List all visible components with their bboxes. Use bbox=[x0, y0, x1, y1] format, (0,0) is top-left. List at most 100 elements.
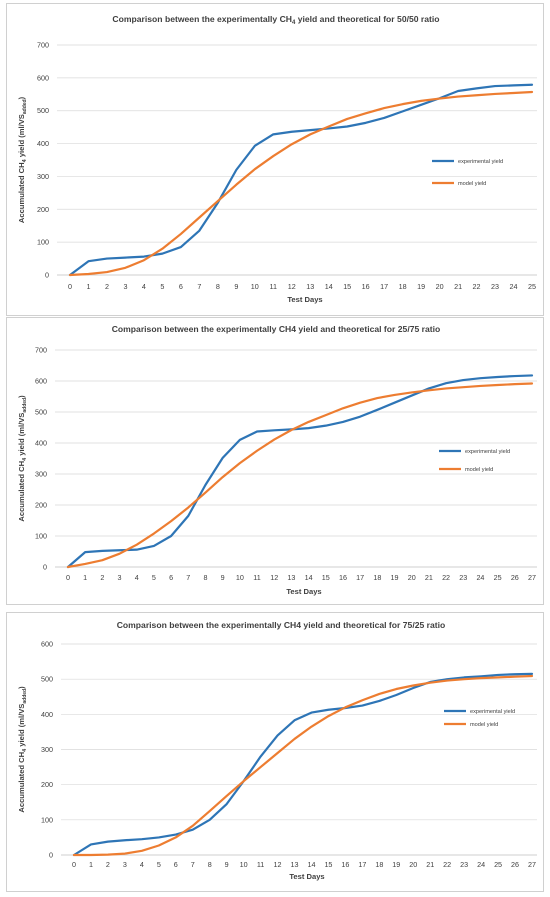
y-tick-label: 100 bbox=[35, 532, 47, 541]
x-tick-label: 3 bbox=[123, 860, 127, 869]
x-tick-label: 14 bbox=[305, 573, 313, 582]
y-tick-label: 100 bbox=[41, 815, 53, 824]
chart-panel-25-75: Comparison between the experimentally CH… bbox=[6, 317, 544, 605]
x-tick-label: 2 bbox=[105, 282, 109, 291]
x-tick-label: 25 bbox=[528, 282, 536, 291]
x-tick-label: 12 bbox=[270, 573, 278, 582]
x-tick-label: 13 bbox=[291, 860, 299, 869]
chart-panel-75-25: Comparison between the experimentally CH… bbox=[6, 612, 544, 892]
chart-25-75: Comparison between the experimentally CH… bbox=[17, 324, 537, 596]
x-tick-label: 23 bbox=[459, 573, 467, 582]
x-tick-label: 4 bbox=[135, 573, 139, 582]
y-tick-label: 500 bbox=[41, 675, 53, 684]
y-axis-title: Accumulated CH4 yield (ml/VSadded) bbox=[17, 686, 28, 813]
x-tick-label: 7 bbox=[186, 573, 190, 582]
y-axis-title-subscript: added bbox=[22, 398, 28, 413]
x-tick-label: 3 bbox=[118, 573, 122, 582]
y-tick-label: 300 bbox=[37, 172, 49, 181]
x-tick-label: 25 bbox=[494, 573, 502, 582]
x-tick-label: 19 bbox=[392, 860, 400, 869]
x-tick-label: 19 bbox=[391, 573, 399, 582]
x-tick-label: 5 bbox=[157, 860, 161, 869]
y-tick-label: 0 bbox=[45, 271, 49, 280]
y-tick-label: 400 bbox=[41, 710, 53, 719]
legend-label: model yield bbox=[465, 467, 493, 473]
chart-panel-50-50: Comparison between the experimentally CH… bbox=[6, 3, 544, 316]
x-tick-label: 12 bbox=[288, 282, 296, 291]
y-axis-title-text: Accumulated CH bbox=[17, 752, 26, 813]
x-tick-label: 5 bbox=[160, 282, 164, 291]
chart-title: Comparison between the experimentally CH… bbox=[112, 324, 441, 334]
x-tick-label: 15 bbox=[324, 860, 332, 869]
chart-75-25: Comparison between the experimentally CH… bbox=[17, 620, 537, 881]
x-tick-label: 25 bbox=[494, 860, 502, 869]
x-tick-label: 11 bbox=[270, 282, 277, 291]
y-tick-label: 200 bbox=[37, 205, 49, 214]
x-tick-label: 20 bbox=[408, 573, 416, 582]
x-tick-label: 22 bbox=[442, 573, 450, 582]
y-tick-label: 600 bbox=[35, 377, 47, 386]
y-tick-label: 300 bbox=[41, 745, 53, 754]
x-tick-label: 21 bbox=[425, 573, 433, 582]
x-tick-label: 3 bbox=[123, 282, 127, 291]
x-tick-label: 26 bbox=[511, 573, 519, 582]
x-tick-label: 5 bbox=[152, 573, 156, 582]
legend-label: experimental yield bbox=[470, 709, 515, 715]
y-axis-title-tail: ) bbox=[17, 395, 26, 398]
x-tick-label: 4 bbox=[142, 282, 146, 291]
x-tick-label: 8 bbox=[208, 860, 212, 869]
y-tick-label: 700 bbox=[37, 41, 49, 50]
chart-title: Comparison between the experimentally CH… bbox=[112, 14, 439, 26]
x-tick-label: 17 bbox=[358, 860, 366, 869]
chart-title-text: Comparison between the experimentally CH… bbox=[117, 620, 446, 630]
y-tick-label: 200 bbox=[35, 501, 47, 510]
x-tick-label: 14 bbox=[307, 860, 315, 869]
series-line-model bbox=[66, 382, 534, 569]
x-tick-label: 10 bbox=[251, 282, 259, 291]
chart-title-tail: yield and theoretical for 50/50 ratio bbox=[295, 14, 439, 24]
x-tick-label: 9 bbox=[221, 573, 225, 582]
legend-label: model yield bbox=[470, 722, 498, 728]
x-axis-title: Test Days bbox=[286, 587, 321, 596]
y-axis-title-subscript: 4 bbox=[22, 158, 28, 162]
x-tick-label: 24 bbox=[510, 282, 518, 291]
y-tick-label: 0 bbox=[49, 851, 53, 860]
legend-label: model yield bbox=[458, 181, 486, 187]
x-tick-label: 18 bbox=[373, 573, 381, 582]
x-tick-label: 6 bbox=[169, 573, 173, 582]
x-tick-label: 20 bbox=[409, 860, 417, 869]
x-tick-label: 10 bbox=[236, 573, 244, 582]
x-tick-label: 21 bbox=[454, 282, 462, 291]
x-tick-label: 20 bbox=[436, 282, 444, 291]
x-tick-label: 24 bbox=[476, 573, 484, 582]
x-tick-label: 18 bbox=[375, 860, 383, 869]
series-line-model bbox=[72, 674, 534, 857]
y-axis-title-mid: yield (ml/VS bbox=[17, 704, 26, 749]
x-tick-label: 10 bbox=[240, 860, 248, 869]
x-tick-label: 15 bbox=[343, 282, 351, 291]
y-tick-label: 500 bbox=[37, 106, 49, 115]
y-tick-label: 0 bbox=[43, 563, 47, 572]
x-tick-label: 27 bbox=[528, 573, 536, 582]
y-tick-label: 600 bbox=[41, 640, 53, 649]
x-tick-label: 19 bbox=[417, 282, 425, 291]
series-line-experimental bbox=[72, 672, 534, 857]
x-tick-label: 14 bbox=[325, 282, 333, 291]
series-line-model bbox=[68, 90, 534, 277]
y-axis-title-subscript: added bbox=[22, 689, 28, 704]
x-tick-label: 7 bbox=[197, 282, 201, 291]
chart-title-subscript: 4 bbox=[292, 20, 296, 26]
x-tick-label: 21 bbox=[426, 860, 434, 869]
x-tick-label: 6 bbox=[179, 282, 183, 291]
x-tick-label: 0 bbox=[68, 282, 72, 291]
series-line-experimental bbox=[66, 374, 534, 569]
y-tick-label: 400 bbox=[37, 139, 49, 148]
x-tick-label: 13 bbox=[306, 282, 314, 291]
x-tick-label: 8 bbox=[216, 282, 220, 291]
x-tick-label: 0 bbox=[66, 573, 70, 582]
y-axis-title-tail: ) bbox=[17, 686, 26, 689]
legend-label: experimental yield bbox=[458, 159, 503, 165]
y-tick-label: 300 bbox=[35, 470, 47, 479]
y-axis-title-mid: yield (ml/VS bbox=[17, 114, 26, 159]
y-tick-label: 400 bbox=[35, 439, 47, 448]
